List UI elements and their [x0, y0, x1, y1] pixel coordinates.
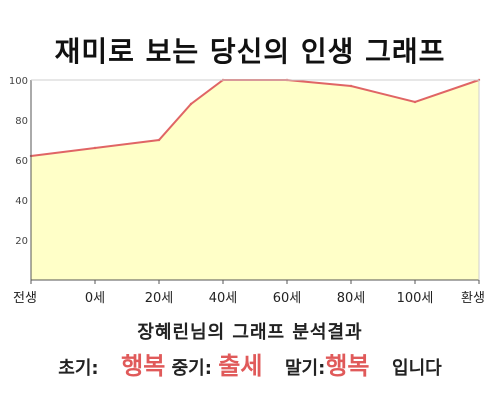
late-label: 말기:: [284, 358, 326, 379]
data-point-1: [93, 146, 97, 150]
early-label: 초기:: [58, 358, 99, 379]
area-fill: [31, 80, 479, 280]
data-point-6: [349, 84, 353, 88]
y-tick-label-80: 80: [15, 116, 28, 127]
ending-text: 입니다: [392, 358, 442, 379]
result-summary: 초기: 행복 중기: 출세 말기:행복 입니다: [0, 346, 500, 381]
x-tick-label-1: 0세: [85, 291, 105, 306]
x-tick-label-4: 60세: [273, 291, 302, 306]
y-tick-label-60: 60: [15, 156, 28, 167]
x-tick-label-3: 40세: [209, 291, 238, 306]
y-tick-label-40: 40: [15, 196, 28, 207]
x-tick-label-0: 전생: [13, 291, 37, 306]
x-tick-label-7: 환생: [461, 291, 485, 306]
early-value: 행복: [121, 352, 166, 380]
chart-title: 재미로 보는 당신의 인생 그래프: [54, 35, 446, 68]
y-tick-label-100: 100: [9, 76, 28, 87]
x-tick-label-5: 80세: [337, 291, 366, 306]
x-tick-label-2: 20세: [145, 291, 174, 306]
x-tick-label-6: 100세: [397, 291, 434, 306]
y-tick-label-20: 20: [15, 236, 28, 247]
result-heading: 장혜린님의 그래프 분석결과: [137, 322, 363, 343]
data-point-2: [157, 138, 161, 142]
late-value: 행복: [325, 352, 370, 380]
mid-label: 중기:: [171, 358, 212, 379]
data-point-3: [189, 102, 193, 106]
mid-value: 출세: [218, 352, 263, 380]
data-point-7: [413, 100, 417, 104]
